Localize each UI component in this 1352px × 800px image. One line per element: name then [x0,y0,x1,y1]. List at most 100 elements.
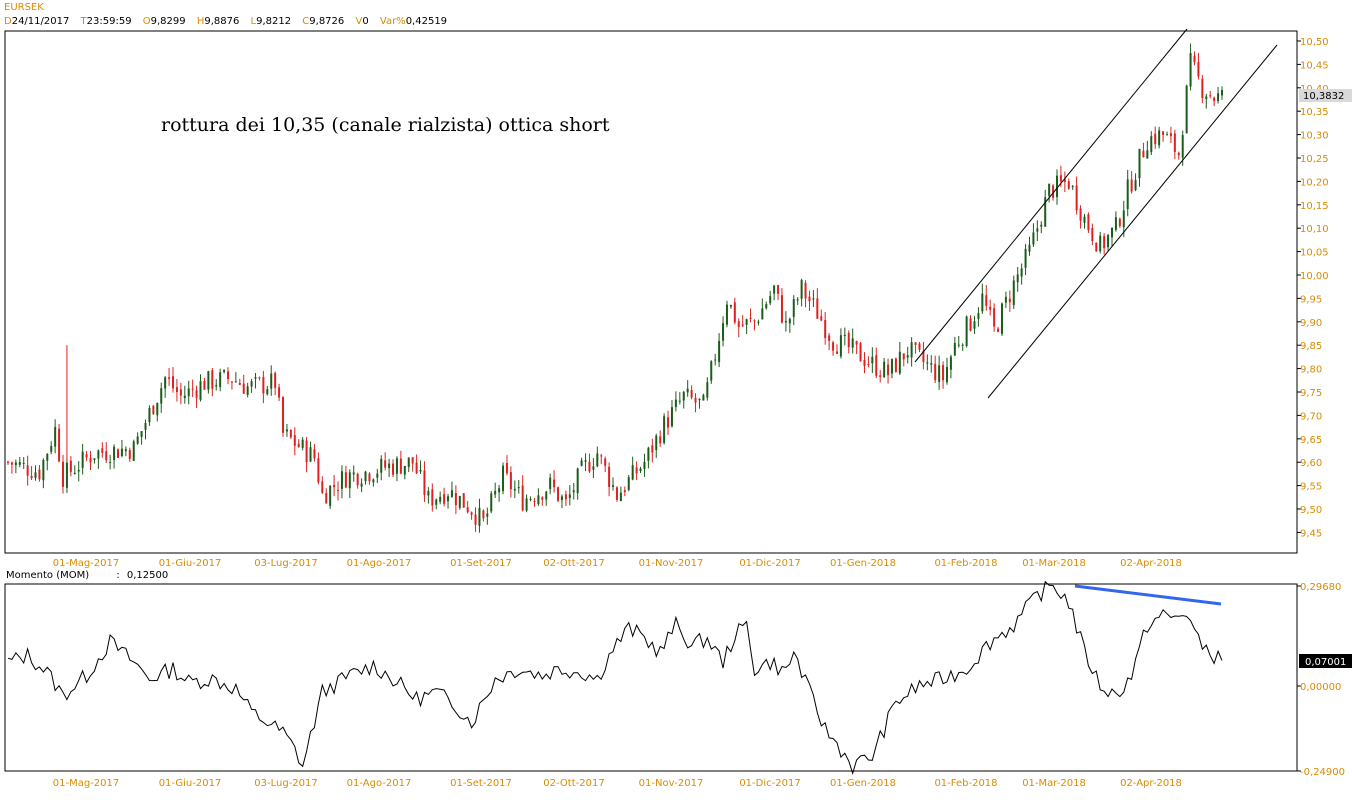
candle-body [105,451,108,461]
candle-body [160,388,163,404]
candle-body [1130,179,1133,192]
candle-body [623,490,626,492]
x-tick-label: 03-Lug-2017 [254,558,317,569]
candle-body [195,390,198,398]
candle-body [278,387,281,398]
x-tick-label: 01-Giu-2017 [159,558,222,569]
candle-body [490,493,493,512]
candle-body [199,381,202,400]
candle-body [18,462,21,465]
candle-body [73,472,76,474]
candle-body [219,372,222,387]
var-value: 0,42519 [405,16,448,27]
price-panel [4,30,1298,554]
candle-body [871,356,874,364]
candle-body [124,449,127,452]
last-value-box [1299,89,1352,102]
candle-body [498,488,501,493]
candle-body [1059,175,1062,182]
candle-body [879,375,882,377]
candle-body [647,447,650,461]
price-candles [7,43,1223,533]
last-value-text: 0,07001 [1305,657,1346,668]
candle-body [360,483,363,487]
date-key: D [4,16,12,27]
candle-body [250,381,253,387]
candle-body [140,431,143,437]
candle-body [435,499,438,505]
x-tick-label: 02-Apr-2018 [1120,778,1182,789]
candle-body [274,372,277,388]
candle-body [156,402,159,416]
candle-body [183,395,186,399]
candle-body [380,458,383,473]
candle-body [38,469,41,480]
candle-body [266,389,269,395]
open-value: 9,8299 [150,16,186,27]
candle-body [168,377,171,379]
candle-body [1150,136,1153,153]
candle-body [152,405,155,415]
candle-body [482,510,485,519]
candle-body [796,299,799,301]
low-value: 9,8212 [256,16,292,27]
open-key: O [142,16,151,27]
candle-body [533,500,536,502]
low-key: L [250,16,257,27]
candle-body [364,471,367,482]
x-tick-label: 02-Apr-2018 [1120,558,1182,569]
candle-body [407,457,410,467]
candle-body [804,282,807,299]
candle-body [898,351,901,374]
candle-body [1012,280,1015,306]
candle-body [572,490,575,493]
candle-body [564,494,567,500]
indicator-name: Momento (MOM) [6,570,90,581]
candle-body [1213,97,1216,102]
candle-body [993,308,996,327]
candle-body [42,459,45,481]
candle-body [203,381,206,390]
candle-body [1110,227,1113,238]
candle-body [690,389,693,398]
candle-body [458,496,461,508]
candle-body [403,465,406,475]
x-tick-label: 01-Dic-2017 [739,778,800,789]
candle-body [447,496,450,502]
candle-body [1158,130,1161,146]
candle-body [423,470,426,495]
candle-body [317,458,320,483]
candle-body [942,365,945,381]
candle-body [443,494,446,504]
x-tick-label: 01-Dic-2017 [739,558,800,569]
candle-body [1114,217,1117,230]
channel-lower-line [987,44,1278,399]
candle-body [262,376,265,394]
candle-body [305,440,308,463]
candle-body [26,465,29,476]
candle-body [372,479,375,483]
candle-body [415,462,418,474]
candle-body [136,436,139,444]
candle-body [120,448,123,456]
price-last-value: 10,3832 [1299,89,1352,102]
candle-body [282,397,285,433]
candle-body [411,457,414,464]
candle-body [525,498,528,511]
y-tick-label: 9,45 [1300,528,1322,539]
x-tick-label: 01-Feb-2018 [934,778,997,789]
candle-body [997,328,1000,332]
candle-body [517,487,520,489]
candle-body [1075,185,1078,211]
candle-body [788,318,791,324]
candle-body [1000,303,1003,334]
candle-body [1020,268,1023,277]
candle-body [549,477,552,490]
candle-body [325,493,328,504]
candle-body [800,280,803,299]
candle-body [612,485,615,487]
volume-value: 0 [362,16,369,27]
x-tick-label: 01-Gen-2018 [830,778,896,789]
candle-body [1205,96,1208,100]
candle-body [474,514,477,525]
